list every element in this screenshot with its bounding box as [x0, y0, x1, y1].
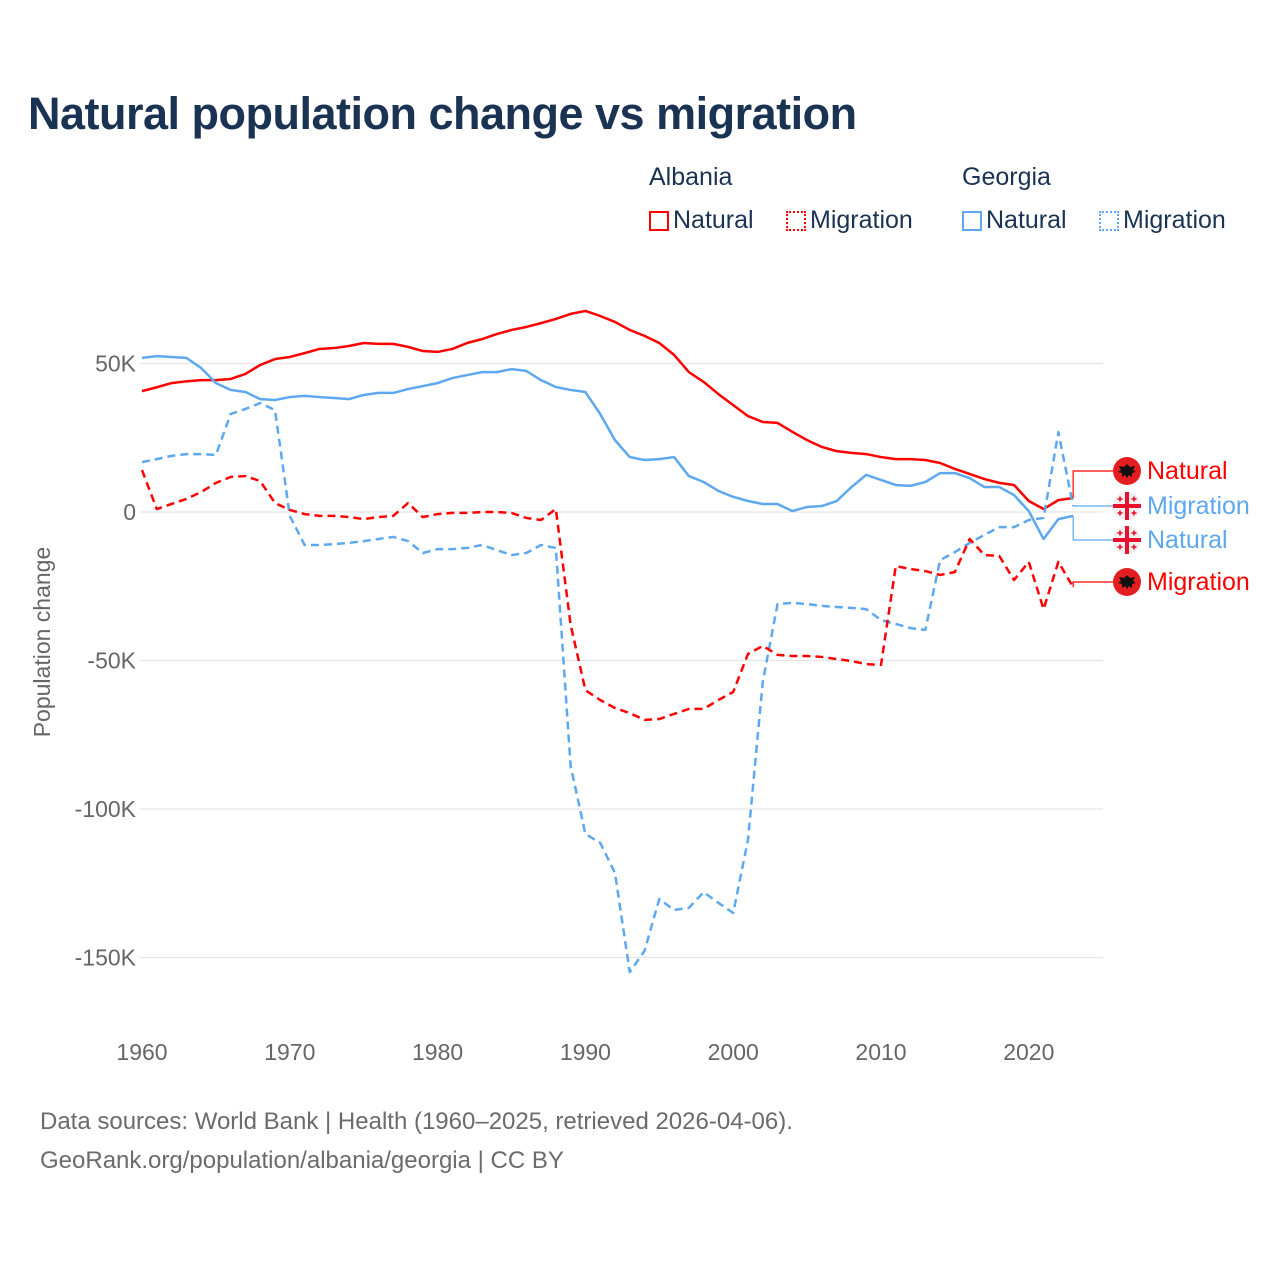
- x-tick-label: 1980: [412, 1039, 463, 1065]
- label-connector: [1072, 581, 1113, 588]
- series-end-label: Migration: [1147, 568, 1250, 596]
- chart-title: Natural population change vs migration: [28, 88, 857, 139]
- series-line-albania-migration: [140, 469, 1075, 722]
- legend-label: Natural: [986, 206, 1067, 234]
- legend-label: Migration: [810, 206, 913, 234]
- legend-swatch-solid: [649, 210, 669, 231]
- legend-item-albania-natural[interactable]: Natural: [649, 206, 754, 235]
- y-tick-label: 0: [123, 499, 136, 525]
- series-end-label: Migration: [1147, 492, 1250, 520]
- legend-swatch-dotted: [1099, 210, 1119, 231]
- y-tick-label: -150K: [75, 945, 137, 971]
- series-line-georgia-migration: [141, 401, 1075, 974]
- legend-item-georgia-migration[interactable]: Migration: [1099, 206, 1226, 235]
- legend-item-albania-migration[interactable]: Migration: [786, 206, 913, 235]
- legend-label: Migration: [1123, 206, 1226, 234]
- series-line-georgia-natural: [141, 354, 1074, 541]
- y-axis-label: Population change: [29, 547, 55, 738]
- x-tick-label: 2000: [708, 1039, 759, 1065]
- georgia-flag-icon: [1113, 526, 1141, 554]
- label-connector: [1072, 470, 1113, 499]
- albania-flag-icon: [1113, 568, 1141, 596]
- label-connector: [1072, 515, 1113, 541]
- series-end-label: Natural: [1147, 457, 1228, 485]
- legend-swatch-solid: [962, 210, 982, 231]
- footer-link[interactable]: GeoRank.org/population/albania/georgia |…: [40, 1147, 564, 1174]
- y-tick-label: 50K: [95, 351, 137, 377]
- legend-group-albania: Albania: [649, 163, 733, 191]
- x-tick-label: 1960: [116, 1039, 167, 1065]
- legend-label: Natural: [673, 206, 754, 234]
- georgia-flag-icon: [1113, 492, 1141, 520]
- y-tick-label: -50K: [87, 648, 136, 674]
- legend-item-georgia-natural[interactable]: Natural: [962, 206, 1067, 235]
- x-tick-label: 2020: [1003, 1039, 1054, 1065]
- legend-group-georgia: Georgia: [962, 163, 1051, 191]
- x-tick-label: 1990: [560, 1039, 611, 1065]
- footer-sources: Data sources: World Bank | Health (1960–…: [40, 1108, 793, 1135]
- y-tick-label: -100K: [75, 796, 137, 822]
- x-tick-label: 2010: [855, 1039, 906, 1065]
- x-tick-label: 1970: [264, 1039, 315, 1065]
- legend-swatch-dotted: [786, 210, 806, 231]
- series-end-label: Natural: [1147, 526, 1228, 554]
- albania-flag-icon: [1113, 457, 1141, 485]
- series-line-albania-natural: [141, 309, 1074, 511]
